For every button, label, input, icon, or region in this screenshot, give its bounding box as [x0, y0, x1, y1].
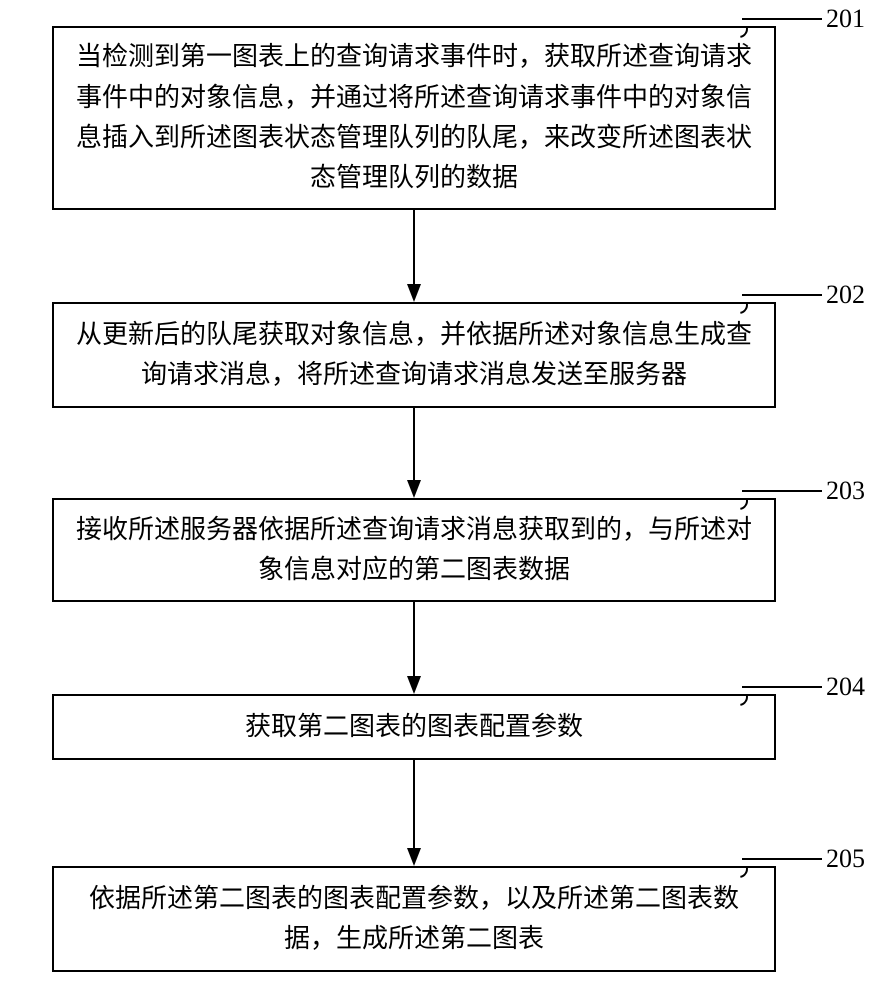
callout-label: 201 [826, 4, 865, 34]
callout-label: 204 [826, 672, 865, 702]
callout-201: 201 [742, 18, 822, 20]
flow-node-text: 从更新后的队尾获取对象信息，并依据所述对象信息生成查询请求消息，将所述查询请求消… [76, 315, 752, 396]
callout-label: 205 [826, 844, 865, 874]
flow-node-text: 接收所述服务器依据所述查询请求消息获取到的，与所述对象信息对应的第二图表数据 [76, 510, 752, 591]
flow-node-204: 获取第二图表的图表配置参数 [52, 694, 776, 760]
arrow-down-icon [407, 848, 421, 866]
flow-node-203: 接收所述服务器依据所述查询请求消息获取到的，与所述对象信息对应的第二图表数据 [52, 498, 776, 602]
flow-node-202: 从更新后的队尾获取对象信息，并依据所述对象信息生成查询请求消息，将所述查询请求消… [52, 302, 776, 408]
edge-202-203 [394, 408, 434, 498]
callout-label: 203 [826, 476, 865, 506]
arrow-down-icon [407, 676, 421, 694]
flow-node-205: 依据所述第二图表的图表配置参数，以及所述第二图表数据，生成所述第二图表 [52, 866, 776, 972]
callout-203: 203 [742, 490, 822, 492]
edge-203-204 [394, 602, 434, 694]
callout-202: 202 [742, 294, 822, 296]
callout-label: 202 [826, 280, 865, 310]
arrow-down-icon [407, 284, 421, 302]
flowchart-canvas: 当检测到第一图表上的查询请求事件时，获取所述查询请求事件中的对象信息，并通过将所… [0, 0, 888, 1000]
flow-node-text: 依据所述第二图表的图表配置参数，以及所述第二图表数据，生成所述第二图表 [76, 879, 752, 960]
flow-node-text: 当检测到第一图表上的查询请求事件时，获取所述查询请求事件中的对象信息，并通过将所… [76, 37, 752, 198]
edge-204-205 [394, 760, 434, 866]
edge-201-202 [394, 210, 434, 302]
flow-node-201: 当检测到第一图表上的查询请求事件时，获取所述查询请求事件中的对象信息，并通过将所… [52, 26, 776, 210]
callout-204: 204 [742, 686, 822, 688]
arrow-down-icon [407, 480, 421, 498]
flow-node-text: 获取第二图表的图表配置参数 [245, 707, 583, 747]
callout-205: 205 [742, 858, 822, 860]
